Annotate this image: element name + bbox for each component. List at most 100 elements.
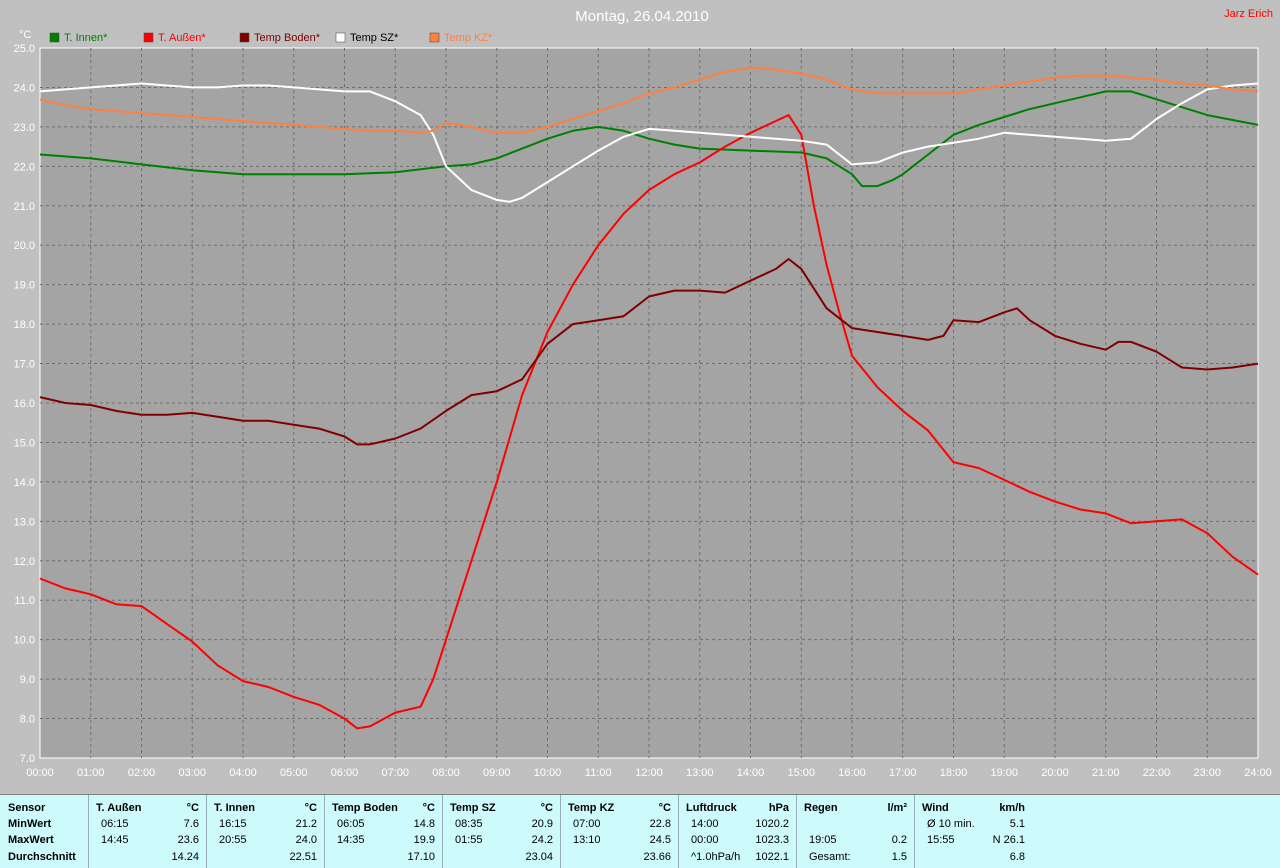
stats-sensor-name: Regen: [804, 802, 838, 814]
stats-value: 14.24: [171, 851, 199, 863]
legend-swatch: [335, 32, 346, 43]
series-line-2: [39, 258, 1259, 446]
y-tick-label: 23.0: [14, 122, 35, 134]
stats-time: 06:15: [101, 818, 129, 830]
x-tick-label: 23:00: [1193, 767, 1221, 779]
stats-time: 13:10: [573, 834, 601, 846]
stats-column: Temp Boden °C 06:05 14.8 14:35 19.9 17.10: [324, 795, 443, 868]
stats-time: 19:05: [809, 834, 837, 846]
x-tick-label: 22:00: [1143, 767, 1171, 779]
x-tick-label: 08:00: [432, 767, 460, 779]
chart-title: Montag, 26.04.2010: [575, 8, 708, 25]
stats-column: Temp KZ °C 07:00 22.8 13:10 24.5 23.66: [560, 795, 679, 868]
statistics-panel: Sensor MinWert MaxWert Durchschnitt T. Außen…: [0, 794, 1280, 868]
stats-value: 17.10: [407, 851, 435, 863]
x-tick-label: 11:00: [585, 767, 612, 779]
legend-swatch: [49, 32, 60, 43]
legend: T. Innen* T. Außen* Temp Boden* Temp SZ* Tem…: [49, 32, 493, 44]
stats-value: 22.8: [649, 818, 671, 830]
x-tick-label: 15:00: [787, 767, 815, 779]
stats-value: 7.6: [183, 818, 199, 830]
stats-value: 23.04: [525, 851, 553, 863]
x-tick-label: 21:00: [1092, 767, 1120, 779]
stats-value: 19.9: [413, 834, 435, 846]
stats-value: 23.66: [643, 851, 671, 863]
legend-swatch: [143, 32, 154, 43]
legend-swatch: [429, 32, 440, 43]
stats-value: 1022.1: [755, 851, 789, 863]
x-tick-label: 12:00: [635, 767, 663, 779]
stats-value: 20.9: [531, 818, 553, 830]
stats-unit: hPa: [768, 802, 789, 814]
legend-item: T. Außen*: [143, 32, 206, 44]
stats-value: 21.2: [295, 818, 317, 830]
stats-time: 16:15: [219, 818, 247, 830]
stats-unit: °C: [658, 802, 671, 814]
x-tick-label: 05:00: [280, 767, 308, 779]
legend-item: T. Innen*: [49, 32, 108, 44]
x-tick-label: 24:00: [1244, 767, 1272, 779]
stats-sensor-name: Temp SZ: [450, 802, 496, 814]
legend-swatch: [239, 32, 250, 43]
stats-sensor-name: T. Innen: [214, 802, 255, 814]
x-tick-label: 19:00: [990, 767, 1018, 779]
y-tick-label: 15.0: [14, 437, 35, 449]
stats-sensor-name: Luftdruck: [686, 802, 737, 814]
legend-item: Temp KZ*: [429, 32, 493, 44]
stats-value: 24.2: [531, 834, 553, 846]
stats-value: 1.5: [891, 851, 907, 863]
stats-row-label: Sensor: [8, 802, 46, 814]
stats-time: 08:35: [455, 818, 483, 830]
x-tick-label: 01:00: [77, 767, 105, 779]
x-tick-label: 07:00: [381, 767, 409, 779]
stats-sensor-name: T. Außen: [96, 802, 142, 814]
y-tick-label: 13.0: [14, 516, 35, 528]
x-tick-label: 02:00: [128, 767, 156, 779]
stats-value: 0.2: [891, 834, 907, 846]
x-tick-label: 13:00: [686, 767, 714, 779]
stats-time: Ø 10 min.: [927, 818, 975, 830]
legend-label: Temp KZ*: [444, 32, 493, 44]
stats-value: N 26.1: [992, 834, 1025, 846]
y-tick-label: 9.0: [20, 674, 35, 686]
stats-unit: km/h: [999, 802, 1025, 814]
stats-sensor-name: Temp KZ: [568, 802, 615, 814]
x-tick-label: 20:00: [1041, 767, 1069, 779]
series-line-3: [39, 82, 1259, 203]
y-tick-label: 25.0: [14, 43, 35, 55]
y-tick-label: 14.0: [14, 477, 35, 489]
stats-unit: l/m²: [887, 802, 907, 814]
stats-time: 14:35: [337, 834, 365, 846]
stats-time: 14:45: [101, 834, 129, 846]
x-tick-label: 06:00: [331, 767, 359, 779]
y-axis-unit: °C: [19, 29, 31, 41]
stats-time: 07:00: [573, 818, 601, 830]
stats-time: 00:00: [691, 834, 719, 846]
y-tick-label: 10.0: [14, 635, 35, 647]
stats-row-labels: Sensor MinWert MaxWert Durchschnitt: [0, 795, 88, 868]
stats-sensor-name: Wind: [922, 802, 949, 814]
series-line-0: [39, 90, 1259, 188]
y-tick-label: 22.0: [14, 161, 35, 173]
stats-column: Luftdruck hPa 14:00 1020.2 00:00 1023.3 ^1.0hP…: [678, 795, 797, 868]
stats-row-label: MaxWert: [8, 834, 54, 846]
y-tick-label: 12.0: [14, 556, 35, 568]
stats-value: 1023.3: [755, 834, 789, 846]
stats-time: 01:55: [455, 834, 483, 846]
x-tick-label: 00:00: [26, 767, 54, 779]
x-tick-label: 04:00: [229, 767, 257, 779]
stats-value: 6.8: [1009, 851, 1025, 863]
stats-sensor-name: Temp Boden: [332, 802, 398, 814]
stats-column: T. Innen °C 16:15 21.2 20:55 24.0 22.51: [206, 795, 325, 868]
stats-time: 20:55: [219, 834, 247, 846]
author-label: Jarz Erich: [1224, 8, 1273, 20]
stats-time: 06:05: [337, 818, 365, 830]
legend-label: Temp Boden*: [254, 32, 321, 44]
legend-item: Temp Boden*: [239, 32, 321, 44]
x-axis-ticks: 00:00 01:00 02:00 03:00 04:00 05:00 06:00 07:00…: [26, 767, 1272, 779]
stats-unit: °C: [422, 802, 435, 814]
stats-unit: °C: [540, 802, 553, 814]
y-tick-label: 24.0: [14, 82, 35, 94]
stats-time: 15:55: [927, 834, 955, 846]
stats-unit: °C: [304, 802, 317, 814]
